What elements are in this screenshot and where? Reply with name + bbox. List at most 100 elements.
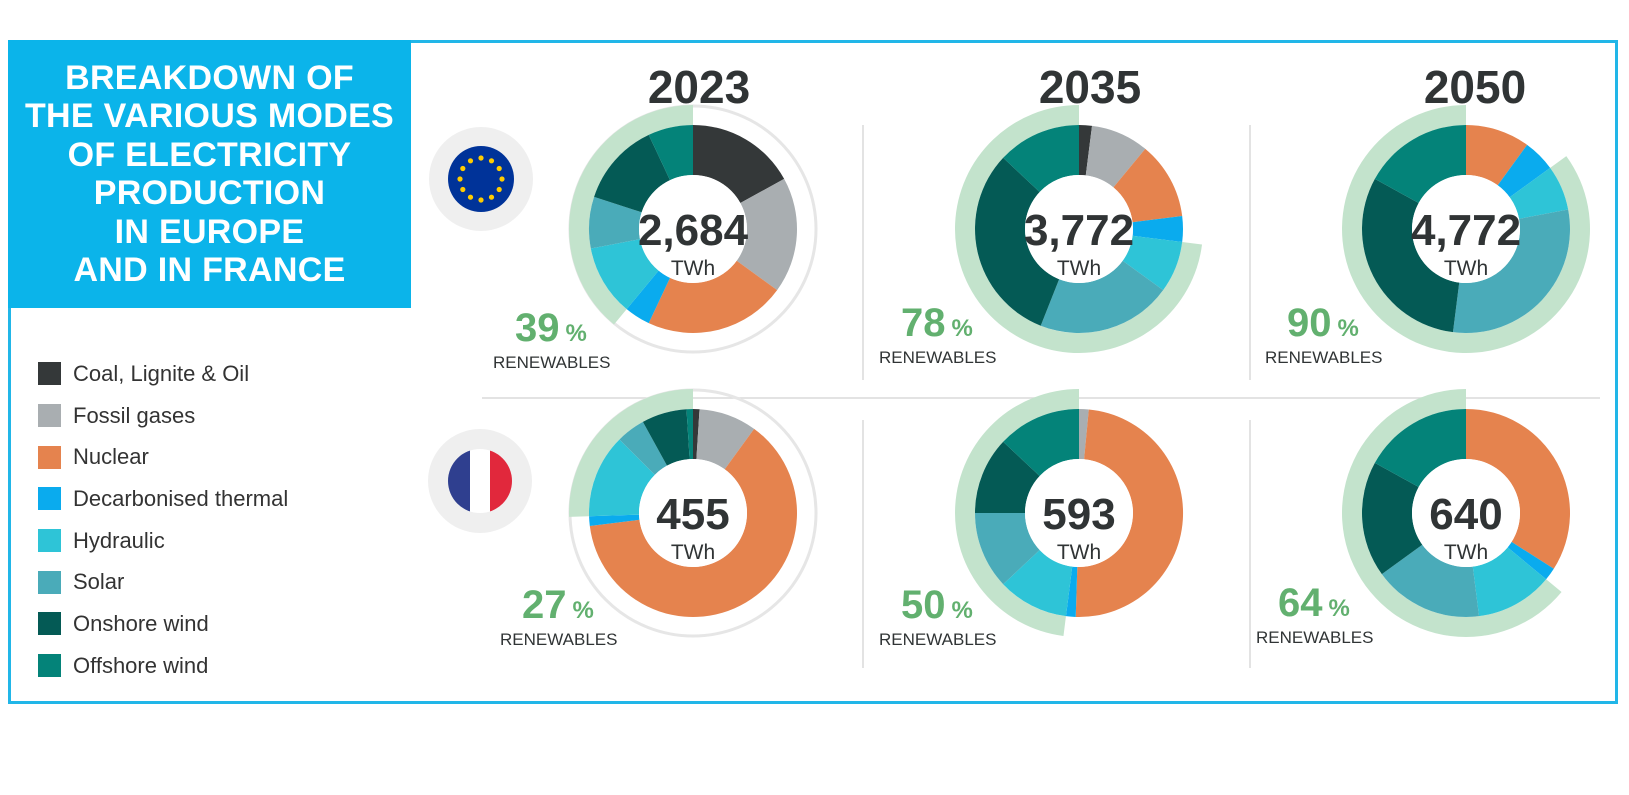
legend-label: Fossil gases	[73, 402, 196, 428]
flag-disc	[448, 146, 514, 212]
eu-star	[460, 165, 466, 172]
donut-segment-offshore-wind	[1374, 124, 1466, 203]
donut-segment-onshore-wind	[1361, 178, 1460, 333]
donut-hole	[1412, 459, 1520, 567]
donut-unit: TWh	[1057, 257, 1101, 280]
year-header: 2035	[1039, 61, 1141, 113]
donut-total-value: 3,772	[1024, 206, 1134, 255]
donut-segment-onshore-wind	[1361, 462, 1423, 575]
legend-label: Coal, Lignite & Oil	[73, 360, 250, 386]
donut-unit: TWh	[671, 541, 715, 564]
donut-total-value: 2,684	[638, 206, 749, 255]
donut-segment-nuclear	[1113, 148, 1183, 223]
stripe-red	[490, 449, 512, 513]
renewables-label: RENEWABLES	[1265, 348, 1382, 367]
donut-unit: TWh	[671, 257, 715, 280]
eu-star	[496, 165, 502, 172]
eu-star	[499, 176, 505, 182]
legend-item-decarbonised-thermal: Decarbonised thermal	[38, 478, 288, 520]
legend-swatch	[38, 570, 61, 594]
renewables-ring-arc	[955, 389, 1079, 637]
legend-item-coal: Coal, Lignite & Oil	[38, 353, 288, 395]
renewables-percent: 78%	[901, 301, 973, 345]
donut-segment-offshore-wind	[1374, 409, 1466, 487]
donut-segment-hydraulic	[1003, 549, 1073, 617]
donut-segment-nuclear	[648, 260, 778, 333]
donut-segment-solar	[1452, 209, 1571, 333]
legend-item-onshore-wind: Onshore wind	[38, 603, 288, 645]
donut-segment-hydraulic	[590, 239, 659, 310]
legend-swatch	[38, 612, 61, 636]
renewables-ring-arc	[1341, 389, 1562, 637]
legend-item-hydraulic: Hydraulic	[38, 520, 288, 562]
legend-item-solar: Solar	[38, 561, 288, 603]
eu-star	[478, 197, 484, 203]
donut-segment-decarbonised-thermal	[1507, 541, 1554, 580]
donut-segment-solar	[588, 196, 642, 249]
donut-unit: TWh	[1057, 541, 1101, 564]
donut-segment-decarbonised-thermal	[1132, 215, 1183, 243]
donut-segment-offshore-wind	[686, 409, 693, 460]
legend-label: Nuclear	[73, 444, 149, 470]
region-flags	[428, 127, 533, 533]
renewables-percent: 27%	[522, 583, 594, 627]
year-headers: 2023 2035 2050	[648, 61, 1526, 113]
donut-segment-nuclear	[1075, 409, 1184, 618]
donut-segment-hydraulic	[1122, 235, 1183, 291]
renewables-percent: 39%	[515, 306, 587, 350]
renewables-ring-arc	[568, 389, 693, 517]
donut-segment-coal-lignite-oil	[1079, 125, 1093, 176]
percent-sign: %	[1338, 315, 1359, 342]
legend-label: Decarbonised thermal	[73, 485, 289, 511]
percent-sign: %	[1329, 595, 1350, 622]
donut-hole	[1025, 459, 1133, 567]
eu-star	[460, 186, 466, 193]
percent-sign: %	[573, 597, 594, 624]
donut-segment-decarbonised-thermal	[1497, 144, 1551, 198]
percent-sign: %	[952, 315, 973, 342]
donut-total-value: 593	[1042, 490, 1115, 539]
eu-star	[478, 155, 484, 161]
donut-segment-fossil-gases	[736, 178, 798, 291]
eu-star	[496, 186, 502, 193]
renewables-label: RENEWABLES	[493, 353, 610, 372]
donut-unit: TWh	[1444, 541, 1488, 564]
legend-swatch	[38, 487, 61, 511]
donut-segment-hydraulic	[1472, 547, 1547, 617]
year-header: 2023	[648, 61, 750, 113]
donut-segment-fossil-gases	[1085, 125, 1146, 188]
donut-segment-fossil-gases	[696, 409, 755, 470]
eu-star	[488, 194, 495, 200]
percent-sign: %	[952, 597, 973, 624]
donut-total-value: 455	[656, 490, 729, 539]
flag-stripes	[448, 449, 512, 513]
infographic-frame	[8, 40, 1618, 704]
eu-star	[457, 176, 463, 182]
donut-segment-solar	[1381, 544, 1480, 617]
donut-segment-onshore-wind	[642, 409, 690, 466]
renewables-label: RENEWABLES	[500, 630, 617, 649]
renewables-label: RENEWABLES	[879, 348, 996, 367]
donut-segment-solar	[619, 421, 667, 475]
legend-swatch	[38, 445, 61, 469]
eu-flag-icon	[429, 127, 533, 231]
legend-label: Hydraulic	[73, 527, 165, 553]
donut-segment-onshore-wind	[594, 134, 671, 213]
renewables-label: RENEWABLES	[1256, 628, 1373, 647]
donut-hole	[1412, 175, 1520, 283]
eu-star	[467, 194, 474, 200]
renewables-percent: 50%	[901, 583, 973, 627]
donut-total-value: 640	[1429, 490, 1502, 539]
donut-segment-solar	[1040, 260, 1164, 334]
donut-segment-coal-lignite-oil	[693, 125, 785, 203]
title-box: BREAKDOWN OF THE VARIOUS MODES OF ELECTR…	[8, 40, 411, 308]
infographic-title: BREAKDOWN OF THE VARIOUS MODES OF ELECTR…	[24, 58, 395, 290]
donut-segment-offshore-wind	[1003, 125, 1079, 193]
legend: Coal, Lignite & Oil Fossil gases Nuclear…	[38, 353, 288, 687]
donut-total-value: 4,772	[1411, 206, 1521, 255]
